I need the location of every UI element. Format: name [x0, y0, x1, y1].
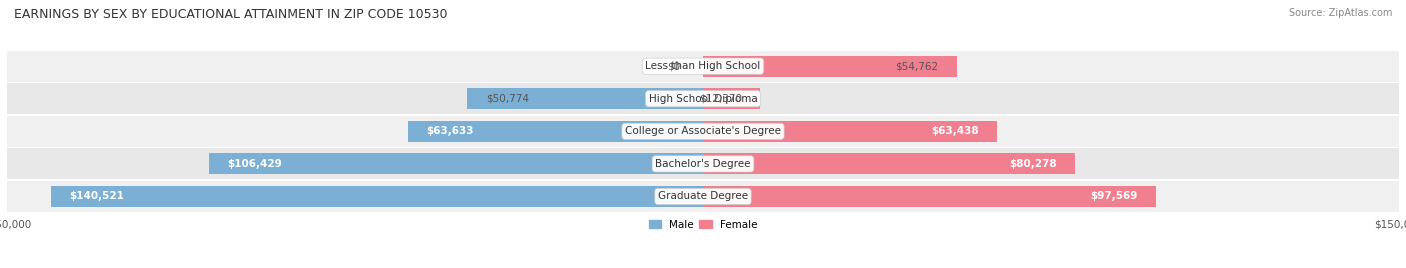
Bar — [209, 153, 703, 174]
Bar — [467, 88, 703, 109]
Bar — [7, 51, 1399, 82]
Text: $12,370: $12,370 — [699, 94, 742, 104]
Bar — [7, 181, 1399, 212]
Text: $63,633: $63,633 — [426, 126, 474, 136]
Bar — [703, 153, 1076, 174]
Text: College or Associate's Degree: College or Associate's Degree — [626, 126, 780, 136]
Bar — [7, 83, 1399, 114]
Bar — [703, 55, 957, 77]
Text: EARNINGS BY SEX BY EDUCATIONAL ATTAINMENT IN ZIP CODE 10530: EARNINGS BY SEX BY EDUCATIONAL ATTAINMEN… — [14, 8, 447, 21]
Text: Graduate Degree: Graduate Degree — [658, 191, 748, 202]
Text: Less than High School: Less than High School — [645, 61, 761, 71]
Legend: Male, Female: Male, Female — [644, 216, 762, 234]
Text: $106,429: $106,429 — [228, 159, 283, 169]
Text: $50,774: $50,774 — [486, 94, 529, 104]
Text: Bachelor's Degree: Bachelor's Degree — [655, 159, 751, 169]
Text: $80,278: $80,278 — [1010, 159, 1057, 169]
Text: $54,762: $54,762 — [896, 61, 939, 71]
Bar — [703, 186, 1156, 207]
Text: High School Diploma: High School Diploma — [648, 94, 758, 104]
Bar — [7, 116, 1399, 147]
Text: Source: ZipAtlas.com: Source: ZipAtlas.com — [1288, 8, 1392, 18]
Bar — [51, 186, 703, 207]
Bar — [7, 148, 1399, 179]
Text: $63,438: $63,438 — [931, 126, 979, 136]
Bar — [703, 88, 761, 109]
Bar — [703, 121, 997, 142]
Text: $0: $0 — [666, 61, 681, 71]
Text: $140,521: $140,521 — [69, 191, 125, 202]
Text: $97,569: $97,569 — [1090, 191, 1137, 202]
Bar — [408, 121, 703, 142]
